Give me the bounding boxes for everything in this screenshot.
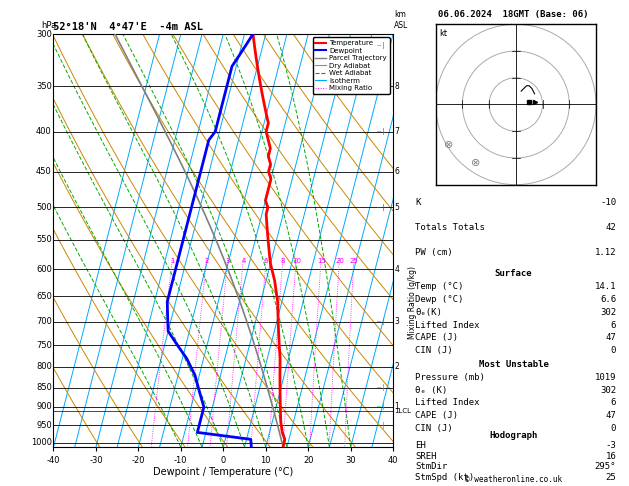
Text: Dewp (°C): Dewp (°C) [415, 295, 464, 304]
Text: θₑ (K): θₑ (K) [415, 386, 448, 395]
Text: 52°18'N  4°47'E  -4m ASL: 52°18'N 4°47'E -4m ASL [53, 22, 203, 32]
Text: 302: 302 [600, 386, 616, 395]
Text: CIN (J): CIN (J) [415, 347, 453, 355]
Text: Lifted Index: Lifted Index [415, 399, 480, 407]
Text: -10: -10 [600, 198, 616, 207]
Text: Totals Totals: Totals Totals [415, 223, 485, 232]
Text: 42: 42 [605, 223, 616, 232]
Legend: Temperature, Dewpoint, Parcel Trajectory, Dry Adiabat, Wet Adiabat, Isotherm, Mi: Temperature, Dewpoint, Parcel Trajectory… [313, 37, 389, 94]
Text: 750: 750 [36, 341, 52, 349]
Text: PW (cm): PW (cm) [415, 248, 453, 257]
Text: 8: 8 [281, 258, 285, 264]
Text: 5: 5 [394, 203, 399, 212]
Text: 2: 2 [204, 258, 209, 264]
Text: 1.12: 1.12 [594, 248, 616, 257]
Text: 1LCL: 1LCL [394, 408, 411, 414]
Text: 15: 15 [317, 258, 326, 264]
Text: km
ASL: km ASL [394, 11, 408, 30]
Text: —|: —| [377, 42, 386, 49]
Text: 950: 950 [36, 421, 52, 430]
Text: Most Unstable: Most Unstable [479, 360, 548, 369]
Text: 1: 1 [170, 258, 175, 264]
Text: 10: 10 [292, 258, 301, 264]
Text: 295°: 295° [594, 462, 616, 471]
Text: 900: 900 [36, 402, 52, 412]
X-axis label: Dewpoint / Temperature (°C): Dewpoint / Temperature (°C) [153, 467, 293, 477]
Text: kt: kt [439, 29, 447, 38]
Text: 6.6: 6.6 [600, 295, 616, 304]
Text: θₑ(K): θₑ(K) [415, 308, 442, 317]
Text: 16: 16 [605, 452, 616, 461]
Text: 1000: 1000 [31, 438, 52, 447]
Text: —|: —| [377, 318, 386, 325]
Text: Hodograph: Hodograph [489, 431, 538, 440]
Text: 0: 0 [611, 424, 616, 433]
Text: 400: 400 [36, 127, 52, 136]
Text: 47: 47 [605, 333, 616, 343]
Text: K: K [415, 198, 421, 207]
Text: 800: 800 [36, 363, 52, 371]
Text: 14.1: 14.1 [594, 282, 616, 291]
Text: EH: EH [415, 441, 426, 451]
Text: CAPE (J): CAPE (J) [415, 411, 459, 420]
Text: 302: 302 [600, 308, 616, 317]
Text: Pressure (mb): Pressure (mb) [415, 373, 485, 382]
Text: 1019: 1019 [594, 373, 616, 382]
Text: 0: 0 [611, 347, 616, 355]
Text: ⊗: ⊗ [444, 139, 454, 150]
Text: 300: 300 [36, 30, 52, 38]
Text: 8: 8 [394, 82, 399, 91]
Text: CIN (J): CIN (J) [415, 424, 453, 433]
Text: 25: 25 [350, 258, 359, 264]
Text: 4: 4 [242, 258, 246, 264]
Text: © weatheronline.co.uk: © weatheronline.co.uk [465, 475, 562, 484]
Text: 3: 3 [394, 317, 399, 326]
Text: 20: 20 [335, 258, 344, 264]
Text: —|: —| [377, 403, 386, 411]
Text: Lifted Index: Lifted Index [415, 321, 480, 330]
Text: CAPE (J): CAPE (J) [415, 333, 459, 343]
Text: Mixing Ratio (g/kg): Mixing Ratio (g/kg) [408, 266, 418, 339]
Text: SREH: SREH [415, 452, 437, 461]
Text: 4: 4 [394, 265, 399, 274]
Text: 6: 6 [394, 167, 399, 176]
Text: ⊗: ⊗ [471, 158, 481, 168]
Text: —|: —| [377, 384, 386, 391]
Text: 700: 700 [36, 317, 52, 326]
Text: 6: 6 [611, 321, 616, 330]
Text: StmSpd (kt): StmSpd (kt) [415, 473, 474, 482]
Text: 3: 3 [226, 258, 230, 264]
Text: —|: —| [377, 128, 386, 135]
Text: 47: 47 [605, 411, 616, 420]
Text: -3: -3 [605, 441, 616, 451]
Text: 2: 2 [394, 363, 399, 371]
Text: 6: 6 [611, 399, 616, 407]
Text: 6: 6 [264, 258, 269, 264]
Text: hPa: hPa [42, 21, 57, 30]
Text: 7: 7 [394, 127, 399, 136]
Text: 500: 500 [36, 203, 52, 212]
Text: —|: —| [377, 204, 386, 211]
Text: 1: 1 [394, 402, 399, 412]
Text: 350: 350 [36, 82, 52, 91]
Text: Temp (°C): Temp (°C) [415, 282, 464, 291]
Text: 550: 550 [36, 235, 52, 244]
Text: 06.06.2024  18GMT (Base: 06): 06.06.2024 18GMT (Base: 06) [438, 10, 589, 18]
Text: 25: 25 [605, 473, 616, 482]
Text: 650: 650 [36, 292, 52, 301]
Text: StmDir: StmDir [415, 462, 448, 471]
Text: 850: 850 [36, 383, 52, 392]
Text: 600: 600 [36, 265, 52, 274]
Text: 450: 450 [36, 167, 52, 176]
Text: Surface: Surface [495, 269, 532, 278]
Text: —|: —| [377, 422, 386, 429]
